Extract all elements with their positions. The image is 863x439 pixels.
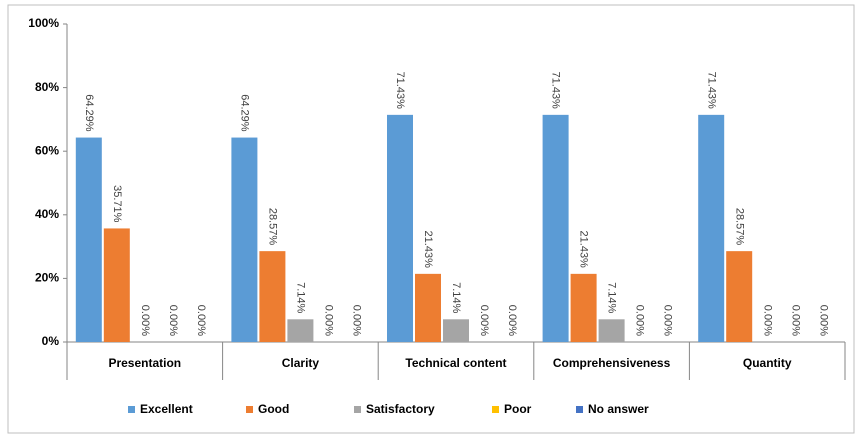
legend-swatch xyxy=(354,406,361,413)
x-tick-label: Comprehensiveness xyxy=(553,356,671,370)
bar xyxy=(259,251,286,342)
bar xyxy=(103,228,130,342)
bar xyxy=(287,319,314,342)
bar xyxy=(415,273,441,342)
y-tick-label: 40% xyxy=(35,207,59,221)
value-label: 0.00% xyxy=(634,305,646,336)
bar xyxy=(598,319,625,342)
legend-swatch xyxy=(246,406,253,413)
y-tick-label: 20% xyxy=(35,271,59,285)
value-label: 71.43% xyxy=(705,72,717,110)
legend-swatch xyxy=(128,406,135,413)
bar xyxy=(726,251,753,342)
bar xyxy=(698,114,725,342)
value-label: 0.00% xyxy=(195,305,207,336)
value-label: 64.29% xyxy=(238,94,250,132)
value-label: 7.14% xyxy=(450,282,462,313)
value-label: 7.14% xyxy=(606,282,618,313)
value-label: 0.00% xyxy=(789,305,801,336)
value-label: 0.00% xyxy=(761,305,773,336)
value-label: 71.43% xyxy=(394,72,406,110)
legend-swatch xyxy=(576,406,583,413)
value-label: 35.71% xyxy=(111,185,123,223)
legend-label: Good xyxy=(258,402,289,416)
value-label: 21.43% xyxy=(422,231,434,269)
legend-label: No answer xyxy=(588,402,649,416)
value-label: 0.00% xyxy=(478,305,490,336)
bar xyxy=(443,319,469,342)
value-label: 0.00% xyxy=(139,305,151,336)
bar xyxy=(542,114,569,342)
y-tick-label: 60% xyxy=(35,143,59,157)
y-tick-label: 100% xyxy=(28,16,59,30)
value-label: 0.00% xyxy=(662,305,674,336)
legend-label: Satisfactory xyxy=(366,402,435,416)
x-tick-label: Quantity xyxy=(743,356,792,370)
value-label: 0.00% xyxy=(817,305,829,336)
x-tick-label: Clarity xyxy=(282,356,320,370)
bar xyxy=(387,114,413,342)
legend-label: Poor xyxy=(504,402,532,416)
value-label: 64.29% xyxy=(83,94,95,132)
value-label: 71.43% xyxy=(550,72,562,110)
value-label: 28.57% xyxy=(266,208,278,246)
value-label: 21.43% xyxy=(578,231,590,269)
value-label: 0.00% xyxy=(350,305,362,336)
value-label: 7.14% xyxy=(294,282,306,313)
legend-swatch xyxy=(492,406,499,413)
legend-label: Excellent xyxy=(140,402,193,416)
x-tick-label: Presentation xyxy=(108,356,181,370)
bar xyxy=(231,137,258,342)
x-tick-label: Technical content xyxy=(405,356,506,370)
bar xyxy=(570,273,597,342)
value-label: 0.00% xyxy=(167,305,179,336)
bar xyxy=(75,137,102,342)
value-label: 0.00% xyxy=(506,305,518,336)
value-label: 28.57% xyxy=(733,208,745,246)
y-tick-label: 0% xyxy=(42,334,60,348)
value-label: 0.00% xyxy=(322,305,334,336)
y-tick-label: 80% xyxy=(35,80,59,94)
